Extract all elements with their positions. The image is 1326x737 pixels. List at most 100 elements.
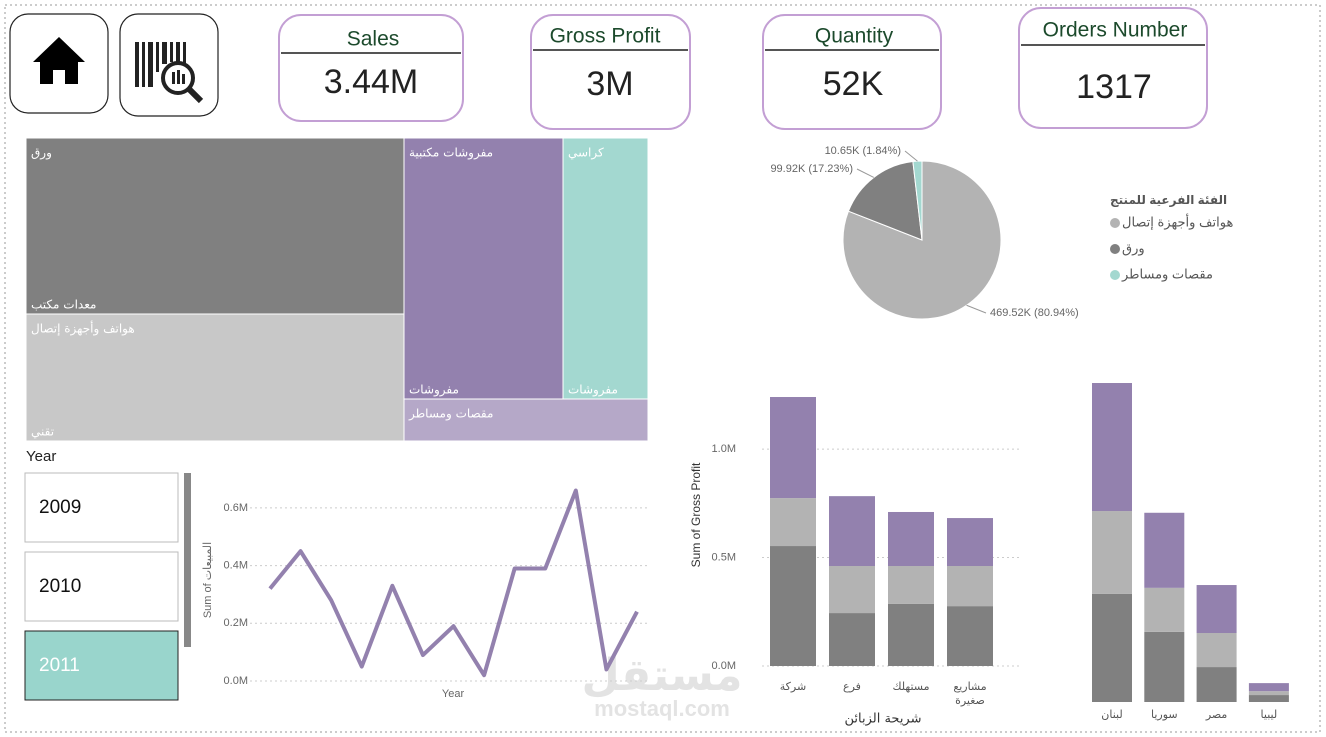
y-tick-label: 0.5M	[712, 551, 736, 563]
slicer-item-label: 2011	[39, 655, 80, 676]
treemap-label: هواتف وأجهزة إتصال	[31, 321, 135, 337]
watermark: مستقل	[582, 650, 743, 701]
treemap-label: كراسي	[568, 146, 604, 161]
bar-segment	[1144, 631, 1185, 702]
y-tick-label: 0.6M	[224, 502, 248, 514]
bar-segment	[1248, 695, 1289, 702]
bar-segment	[1248, 683, 1289, 692]
treemap: ورق معدات مكتب هواتف وأجهزة إتصال تقني مفروش…	[25, 137, 649, 442]
y-tick-label: 1.0M	[712, 443, 736, 455]
data-label: 99.92K (17.23%)	[770, 163, 853, 175]
treemap-cell	[25, 137, 405, 315]
legend-marker	[1110, 270, 1120, 280]
bar-segment	[888, 603, 934, 666]
legend-marker	[1110, 244, 1120, 254]
y-axis-title: Sum of المبيعات	[202, 542, 214, 618]
legend-label: هواتف وأجهزة إتصال	[1122, 213, 1233, 230]
bar-segment	[1092, 511, 1132, 594]
card-frame	[530, 14, 691, 130]
watermark: mostaql.com	[594, 696, 730, 721]
card-title: Orders Number	[1043, 19, 1188, 42]
x-label-box: لبنان	[1101, 708, 1123, 721]
bar-segment	[888, 565, 934, 604]
x-tick-label: ليبيا	[1260, 708, 1278, 721]
x-label-box: شركة	[780, 680, 806, 693]
treemap-label: ورق	[31, 146, 52, 161]
x-label-box: مشاريع صغيرة	[953, 680, 987, 707]
barcode-icon	[135, 42, 204, 104]
bar-segment	[1196, 632, 1237, 668]
x-tick-label: مشاريع صغيرة	[953, 680, 987, 707]
treemap-cell	[403, 137, 564, 400]
card-frame	[1018, 7, 1208, 129]
slicer: 2009 2010 2011	[24, 472, 179, 701]
card-title: Quantity	[815, 25, 894, 48]
card-frame	[762, 14, 942, 130]
treemap-label: مقصات ومساطر	[408, 407, 493, 422]
bar-segment	[888, 511, 934, 566]
treemap-group-label: مفروشات	[409, 383, 459, 398]
card-value: 1317	[1076, 68, 1152, 106]
card-frame	[278, 14, 464, 122]
bar-segment	[947, 518, 993, 566]
slicer-item-label: 2009	[39, 497, 81, 518]
kpi-card: Orders Number 1317	[1018, 7, 1208, 129]
x-label-box: سوريا	[1150, 708, 1178, 721]
card-value: 3.44M	[324, 63, 419, 101]
x-tick-label: مصر	[1205, 708, 1228, 721]
y-tick-label: 0.4M	[224, 559, 248, 571]
y-tick-label: 0.0M	[224, 675, 248, 687]
barcode-button[interactable]	[119, 13, 219, 117]
bar-segment	[1144, 512, 1185, 588]
bar-segment	[1196, 585, 1237, 633]
kpi-card: Quantity 52K	[762, 14, 942, 130]
card-title: Gross Profit	[550, 25, 661, 48]
legend-label: ورق	[1122, 240, 1145, 256]
slicer-item[interactable]: 2010	[24, 551, 179, 622]
treemap-group-label: تقني	[31, 425, 54, 439]
card-value: 3M	[586, 65, 633, 103]
treemap-cell	[25, 313, 405, 442]
treemap-group-label: معدات مكتب	[31, 298, 96, 312]
x-label-box: مصر	[1205, 708, 1228, 721]
legend-marker	[1110, 218, 1120, 228]
slicer-item[interactable]: 2009	[24, 472, 179, 543]
home-button[interactable]	[9, 13, 109, 114]
x-axis-title: شريحة الزبائن	[844, 712, 921, 727]
bar-segment	[1248, 691, 1289, 696]
page-border	[4, 4, 1321, 733]
slicer-item-box	[24, 630, 179, 701]
y-tick-label: 0.2M	[224, 617, 248, 629]
treemap-cell	[403, 398, 649, 442]
bar-segment	[947, 606, 993, 666]
x-axis-title: Year	[442, 688, 465, 700]
bar-segment	[829, 565, 875, 614]
bar-segment	[1092, 593, 1132, 702]
leader-line	[904, 150, 918, 162]
bar-segment	[829, 613, 875, 666]
slicer-item[interactable]: 2011	[24, 630, 179, 701]
data-label: 469.52K (80.94%)	[990, 307, 1079, 319]
kpi-card: Gross Profit 3M	[530, 14, 691, 130]
slicer-scrollbar[interactable]	[184, 473, 191, 647]
treemap-group-label: مفروشات	[568, 383, 618, 398]
treemap-label: مفروشات مكتبية	[409, 146, 493, 161]
bar-segment	[829, 496, 875, 566]
leader-line	[856, 168, 875, 178]
slicer-item-box	[24, 551, 179, 622]
x-tick-label: لبنان	[1101, 708, 1123, 721]
x-tick-label: سوريا	[1150, 708, 1178, 721]
y-tick-label: 0.0M	[712, 660, 736, 672]
x-tick-label: فرع	[843, 680, 861, 693]
home-icon	[33, 37, 85, 84]
x-label-box: ليبيا	[1260, 708, 1278, 721]
legend-title: الفئة الفرعية للمنتج	[1110, 193, 1227, 207]
data-label: 10.65K (1.84%)	[825, 145, 901, 157]
bar-segment	[1196, 667, 1237, 702]
leader-line	[966, 304, 987, 314]
card-title: Sales	[347, 28, 400, 51]
slicer-item-box	[24, 472, 179, 543]
x-tick-label: مستهلك	[892, 680, 930, 693]
